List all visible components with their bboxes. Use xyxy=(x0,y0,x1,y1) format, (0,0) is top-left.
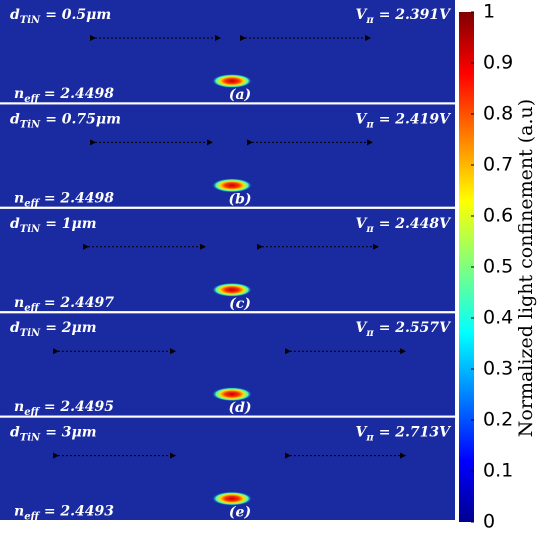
panel-label: Vπ = 2.391V xyxy=(355,7,452,26)
panel-label: Vπ = 2.419V xyxy=(355,111,452,130)
subscript: TiN xyxy=(20,433,41,444)
panel-label: dTiN = 1μm xyxy=(10,216,97,235)
symbol: d xyxy=(10,425,20,441)
symbol: V xyxy=(355,320,368,336)
tick-label: 0.5 xyxy=(483,256,513,278)
subscript: TiN xyxy=(20,15,41,26)
symbol: d xyxy=(10,216,20,232)
symbol: V xyxy=(355,216,368,232)
tick-label: 0.1 xyxy=(483,460,513,482)
value: = 2.557V xyxy=(379,320,452,336)
symbol: n xyxy=(14,86,24,102)
tick-label: 0.2 xyxy=(483,409,513,431)
value: = 2.391V xyxy=(379,7,452,23)
symbol: n xyxy=(14,190,24,206)
panel-label: neff = 2.4493 xyxy=(14,504,114,523)
panel-tag: (e) xyxy=(229,505,251,521)
panel-label: neff = 2.4497 xyxy=(14,295,114,314)
symbol: d xyxy=(10,111,20,127)
mode-spot xyxy=(212,387,252,402)
subscript: eff xyxy=(24,198,40,209)
colorbar-label: Normalized light confinement (a.u) xyxy=(515,99,537,437)
symbol: n xyxy=(14,295,24,311)
symbol: d xyxy=(10,320,20,336)
symbol: n xyxy=(14,504,24,520)
symbol: d xyxy=(10,7,20,23)
value: = 2.4493 xyxy=(44,504,114,520)
panel-label: dTiN = 0.75μm xyxy=(10,111,121,130)
tick-label: 0.7 xyxy=(483,154,513,176)
panel-label: Vπ = 2.557V xyxy=(355,320,452,339)
symbol: V xyxy=(355,111,368,127)
value: = 1μm xyxy=(45,216,96,232)
colorbar xyxy=(459,12,474,522)
mode-spot xyxy=(212,178,252,193)
value: = 2.4498 xyxy=(44,86,114,102)
value: = 2.4498 xyxy=(44,190,114,206)
subscript: eff xyxy=(24,512,40,523)
panel-tag: (c) xyxy=(229,296,251,312)
panel-label: Vπ = 2.448V xyxy=(355,216,452,235)
tick-label: 0.8 xyxy=(483,103,513,125)
subscript: π xyxy=(365,328,374,339)
subscript: π xyxy=(365,15,374,26)
tick-label: 1 xyxy=(483,1,495,23)
mode-spot xyxy=(212,491,252,506)
value: = 2.713V xyxy=(379,425,452,441)
subscript: TiN xyxy=(20,224,41,235)
tick-label: 0.4 xyxy=(483,307,513,329)
panel-tag: (b) xyxy=(228,191,251,207)
value: = 2.4495 xyxy=(44,399,114,415)
subscript: eff xyxy=(24,303,40,314)
panel-tag: (a) xyxy=(229,87,251,103)
value: = 2.419V xyxy=(379,111,452,127)
mode-spot xyxy=(212,74,252,88)
value: = 3μm xyxy=(45,425,96,441)
subscript: eff xyxy=(24,94,40,105)
subscript: TiN xyxy=(20,328,41,339)
value: = 2.448V xyxy=(379,216,452,232)
symbol: n xyxy=(14,399,24,415)
value: = 2.4497 xyxy=(44,295,114,311)
panel-label: dTiN = 2μm xyxy=(10,320,97,339)
panel-label: Vπ = 2.713V xyxy=(355,425,452,444)
panel-label: neff = 2.4498 xyxy=(14,86,114,105)
subscript: π xyxy=(365,119,374,130)
symbol: V xyxy=(355,7,368,23)
value: = 2μm xyxy=(45,320,96,336)
panel-label: neff = 2.4498 xyxy=(14,190,114,209)
mode-spot xyxy=(212,282,252,297)
panel-label: dTiN = 3μm xyxy=(10,425,97,444)
panel-label: dTiN = 0.5μm xyxy=(10,7,111,26)
subscript: TiN xyxy=(20,119,41,130)
tick-label: 0.3 xyxy=(483,358,513,380)
subscript: π xyxy=(365,224,374,235)
tick-label: 0 xyxy=(483,511,495,533)
subscript: π xyxy=(365,433,374,444)
tick-label: 0.9 xyxy=(483,52,513,74)
value: = 0.75μm xyxy=(45,111,121,127)
panel-label: neff = 2.4495 xyxy=(14,399,114,418)
tick-label: 0.6 xyxy=(483,205,513,227)
panel-tag: (d) xyxy=(228,400,251,416)
subscript: eff xyxy=(24,407,40,418)
value: = 0.5μm xyxy=(45,7,111,23)
symbol: V xyxy=(355,425,368,441)
